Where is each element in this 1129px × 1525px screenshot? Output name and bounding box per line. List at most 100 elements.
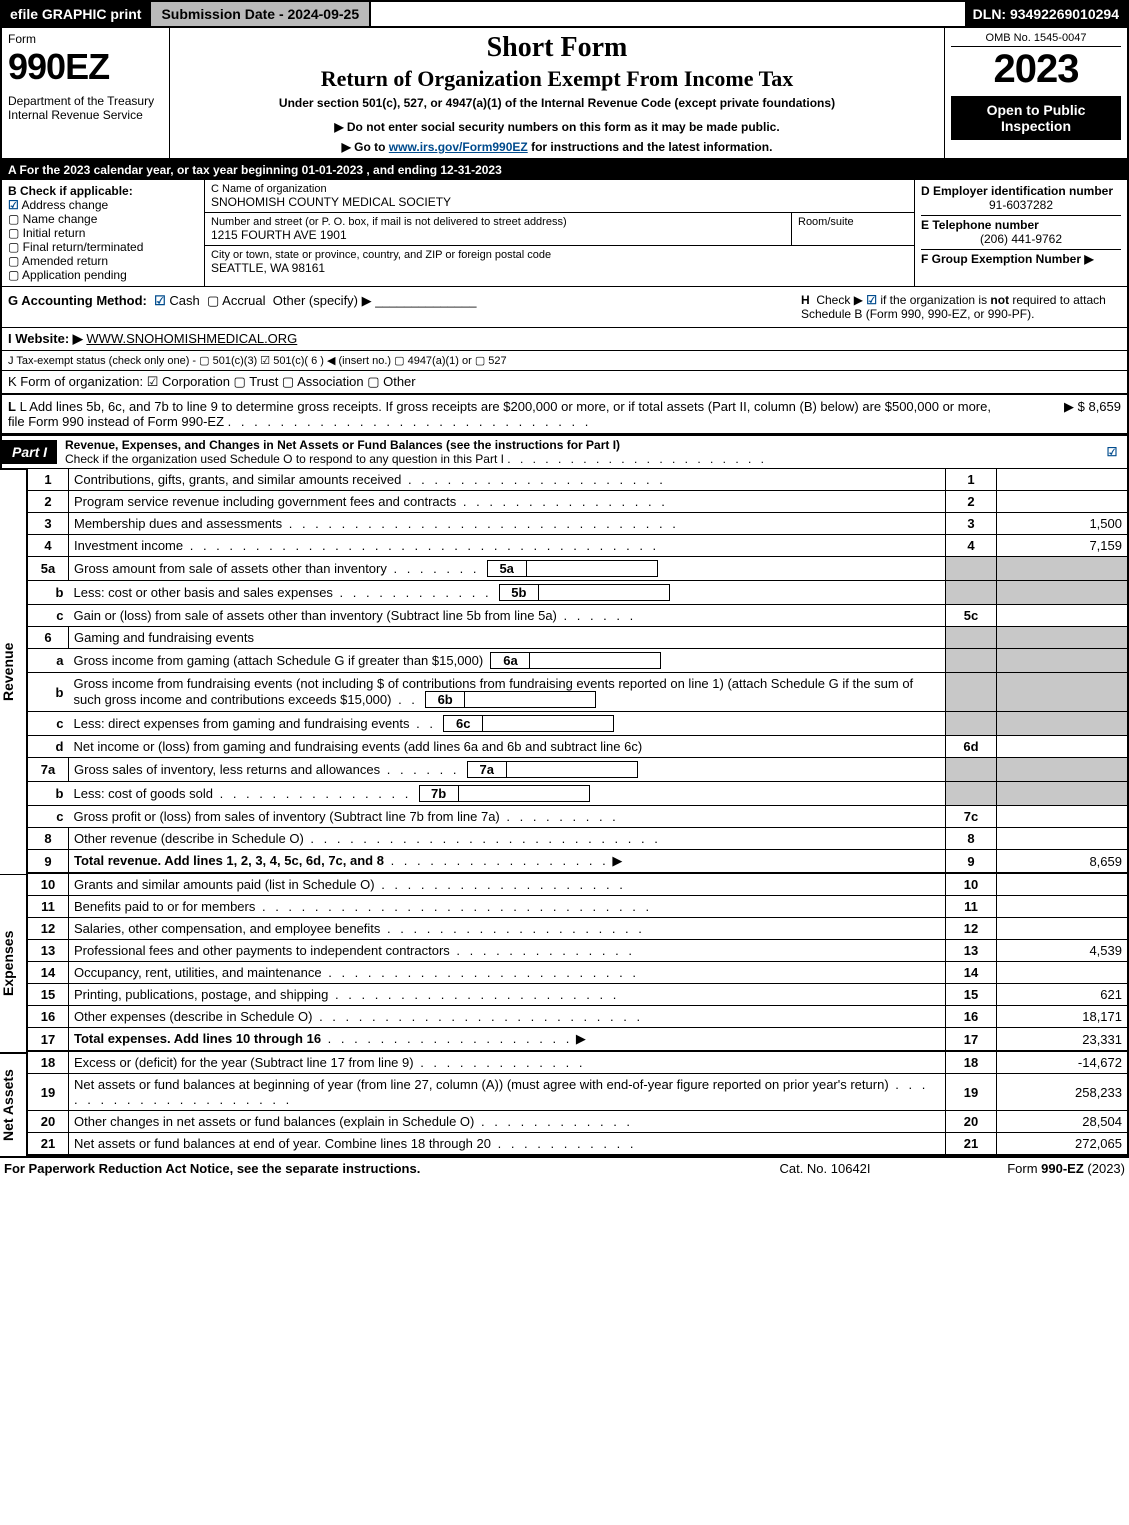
revenue-table: 1 Contributions, gifts, grants, and simil… [28,469,1129,874]
l7b-greybox [946,782,997,806]
l6d-desc: Net income or (loss) from gaming and fun… [74,739,643,754]
l14-num: 14 [28,962,69,984]
l6a-greyval [997,649,1129,673]
phone-value: (206) 441-9762 [921,232,1121,250]
l5a-desc: Gross amount from sale of assets other t… [74,561,387,576]
l3-val: 1,500 [997,513,1129,535]
l19-box: 19 [946,1074,997,1111]
l19-num: 19 [28,1074,69,1111]
header-warn1: ▶ Do not enter social security numbers o… [176,120,938,134]
l21-desc: Net assets or fund balances at end of ye… [74,1136,491,1151]
l11-desc: Benefits paid to or for members [74,899,255,914]
dln-label: DLN: 93492269010294 [965,2,1127,26]
l10-desc: Grants and similar amounts paid (list in… [74,877,375,892]
chk-initial-return[interactable]: ▢ Initial return [8,226,198,240]
chk-address-change[interactable]: ☑ Address change [8,198,198,212]
chk-final-return[interactable]: ▢ Final return/terminated [8,240,198,254]
org-address: 1215 FOURTH AVE 1901 [211,228,785,242]
l18-desc: Excess or (deficit) for the year (Subtra… [74,1055,414,1070]
irs-link[interactable]: www.irs.gov/Form990EZ [389,140,528,154]
warn2-post: for instructions and the latest informat… [528,140,773,154]
l8-desc: Other revenue (describe in Schedule O) [74,831,304,846]
l15-val: 621 [997,984,1129,1006]
org-name-row: C Name of organization SNOHOMISH COUNTY … [205,180,914,213]
l15-num: 15 [28,984,69,1006]
header-subtitle: Under section 501(c), 527, or 4947(a)(1)… [176,96,938,110]
l6c-greyval [997,712,1129,736]
rowg-accrual: Accrual [222,293,265,308]
part-i-check: ☑ [1107,445,1118,459]
section-c: C Name of organization SNOHOMISH COUNTY … [205,180,914,286]
l6-greybox [946,627,997,649]
l6d-val [997,736,1129,758]
l6-num: 6 [28,627,69,649]
l5a-greyval [997,557,1129,581]
l5c-desc: Gain or (loss) from sale of assets other… [74,608,557,623]
l13-val: 4,539 [997,940,1129,962]
l14-desc: Occupancy, rent, utilities, and maintena… [74,965,322,980]
l7c-desc: Gross profit or (loss) from sales of inv… [74,809,500,824]
l10-num: 10 [28,874,69,896]
l12-num: 12 [28,918,69,940]
chk-amended-return[interactable]: ▢ Amended return [8,254,198,268]
l6a-greybox [946,649,997,673]
expenses-section: Expenses 10Grants and similar amounts pa… [0,874,1129,1052]
l7a-greybox [946,758,997,782]
l8-box: 8 [946,828,997,850]
website-value[interactable]: WWW.SNOHOMISHMEDICAL.ORG [86,331,297,346]
l16-desc: Other expenses (describe in Schedule O) [74,1009,312,1024]
footer-left: For Paperwork Reduction Act Notice, see … [4,1161,725,1176]
l2-val [997,491,1129,513]
chk-application-pending-label: Application pending [22,268,127,282]
rowi-label: I Website: ▶ [8,331,83,346]
l20-num: 20 [28,1111,69,1133]
chk-name-change[interactable]: ▢ Name change [8,212,198,226]
entity-block: B Check if applicable: ☑ Address change … [0,180,1129,287]
section-b-title: B Check if applicable: [8,184,198,198]
netassets-section: Net Assets 18Excess or (deficit) for the… [0,1052,1129,1156]
l7b-num: b [28,782,69,806]
l21-val: 272,065 [997,1133,1129,1156]
l17-num: 17 [28,1028,69,1052]
l10-box: 10 [946,874,997,896]
l16-num: 16 [28,1006,69,1028]
l6a-subbox: 6a [490,652,530,669]
l1-box: 1 [946,469,997,491]
l6c-greybox [946,712,997,736]
rowl-amount: ▶ $ 8,659 [1011,399,1121,429]
footer-right-bold: 990-EZ [1041,1161,1084,1176]
l5a-num: 5a [28,557,69,581]
org-name: SNOHOMISH COUNTY MEDICAL SOCIETY [211,195,908,209]
l11-box: 11 [946,896,997,918]
l5b-desc: Less: cost or other basis and sales expe… [74,585,333,600]
l7c-num: c [28,806,69,828]
row-l: L L Add lines 5b, 6c, and 7b to line 9 t… [0,395,1129,434]
tax-year: 2023 [951,47,1121,92]
l9-num: 9 [28,850,69,874]
l1-desc: Contributions, gifts, grants, and simila… [74,472,401,487]
l5a-subbox: 5a [487,560,527,577]
footer-right-post: (2023) [1084,1161,1125,1176]
efile-label[interactable]: efile GRAPHIC print [2,2,149,26]
l5a-greybox [946,557,997,581]
l5b-greyval [997,581,1129,605]
l12-val [997,918,1129,940]
l6c-subbox: 6c [443,715,483,732]
org-city-row: City or town, state or province, country… [205,246,914,278]
l3-box: 3 [946,513,997,535]
row-g-h: G Accounting Method: ☑ Cash ▢ Accrual Ot… [0,287,1129,328]
form-code: 990EZ [8,46,163,88]
l18-num: 18 [28,1052,69,1074]
chk-application-pending[interactable]: ▢ Application pending [8,268,198,282]
l7a-num: 7a [28,758,69,782]
header-center: Short Form Return of Organization Exempt… [170,28,944,158]
l4-box: 4 [946,535,997,557]
l16-box: 16 [946,1006,997,1028]
l12-desc: Salaries, other compensation, and employ… [74,921,380,936]
l13-box: 13 [946,940,997,962]
l1-val [997,469,1129,491]
department-label: Department of the Treasury Internal Reve… [8,94,163,122]
l5c-box: 5c [946,605,997,627]
chk-final-return-label: Final return/terminated [23,240,144,254]
l9-desc: Total revenue. Add lines 1, 2, 3, 4, 5c,… [74,853,384,868]
